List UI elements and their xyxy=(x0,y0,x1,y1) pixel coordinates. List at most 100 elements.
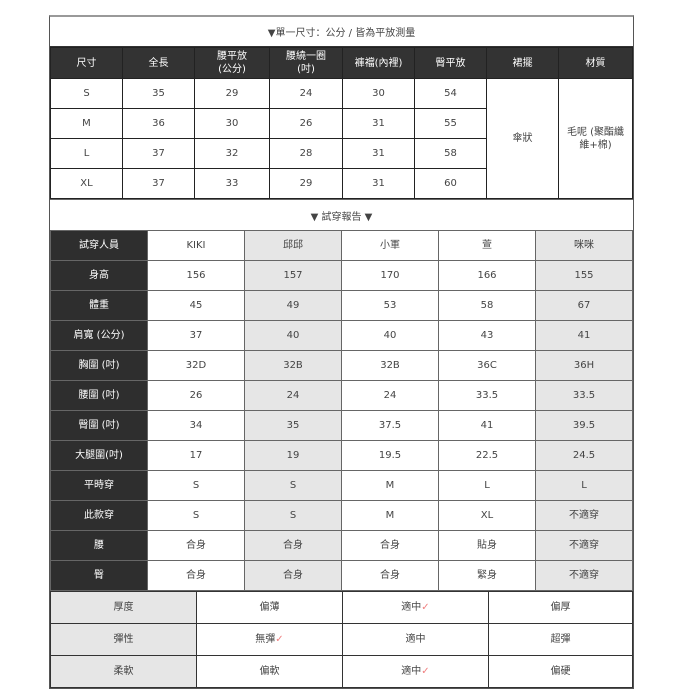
fabric-row: 厚度 偏薄 適中✓ 偏厚 xyxy=(50,591,633,624)
size-header-cell: 臀平放 xyxy=(414,47,487,79)
size-header-cell: 褲襠(內裡) xyxy=(342,47,415,79)
fitting-row: 大腿圍(吋) 17 19 19.5 22.5 24.5 xyxy=(50,440,633,471)
fitting-cell: 19.5 xyxy=(341,440,439,471)
fitting-row-label: 臀 xyxy=(50,560,148,591)
fitting-cell: 緊身 xyxy=(438,560,536,591)
size-header-cell: 裙擺 xyxy=(486,47,559,79)
fitting-cell: 24.5 xyxy=(535,440,633,471)
size-cell: M xyxy=(50,108,123,139)
hem-cell: 傘狀 xyxy=(486,78,559,199)
size-header-cell: 腰繞一圈 (吋) xyxy=(269,47,343,79)
fabric-option-text: 超彈 xyxy=(550,634,571,645)
fitting-cell: 37.5 xyxy=(341,410,439,441)
tester-name: 小軍 xyxy=(341,230,439,261)
fitting-cell: 33.5 xyxy=(438,380,536,411)
fitting-title: ▼ 試穿報告 ▼ xyxy=(50,199,633,230)
size-row: S 35 29 24 30 54 傘狀 毛呢 (聚酯纖維+棉) xyxy=(50,78,633,199)
check-icon: ✓ xyxy=(275,634,284,645)
fabric-option-text: 偏硬 xyxy=(550,666,571,677)
fabric-option-text: 偏厚 xyxy=(550,602,571,613)
fabric-option: 偏薄 xyxy=(196,591,343,624)
size-cell: 54 xyxy=(414,78,487,109)
fitting-row: 平時穿 S S M L L xyxy=(50,470,633,501)
fitting-cell: L xyxy=(438,470,536,501)
size-cell: 29 xyxy=(194,78,270,109)
fitting-cell: 36C xyxy=(438,350,536,381)
tester-name: 萱 xyxy=(438,230,536,261)
fitting-cell: M xyxy=(341,500,439,531)
fitting-cell: 157 xyxy=(244,260,342,291)
size-header-cell: 全長 xyxy=(122,47,195,79)
fitting-cell: 22.5 xyxy=(438,440,536,471)
size-header-cell: 尺寸 xyxy=(50,47,123,79)
fitting-cell: 32D xyxy=(147,350,245,381)
fabric-option-text: 偏薄 xyxy=(259,602,280,613)
size-cell: 33 xyxy=(194,168,270,199)
fitting-row: 腰合身 合身 合身 貼身 不適穿 xyxy=(50,530,633,561)
size-cell: 58 xyxy=(414,138,487,169)
fitting-cell: 39.5 xyxy=(535,410,633,441)
size-cell: 32 xyxy=(194,138,270,169)
fitting-cell: 合身 xyxy=(244,530,342,561)
size-table-title-text: ▼單一尺寸：公分 / 皆為平放測量 xyxy=(267,28,416,39)
size-cell: 26 xyxy=(269,108,343,139)
fabric-option-text: 無彈 xyxy=(255,634,276,645)
fitting-cell: 不適穿 xyxy=(535,500,633,531)
size-cell: 35 xyxy=(122,78,195,109)
size-cell: 28 xyxy=(269,138,343,169)
fitting-cell: 合身 xyxy=(244,560,342,591)
material-cell: 毛呢 (聚酯纖維+棉) xyxy=(558,78,633,199)
fabric-option: 超彈 xyxy=(488,623,633,656)
fitting-row: 體重 45 49 53 58 67 xyxy=(50,290,633,321)
fitting-cell: S xyxy=(244,470,342,501)
fitting-row-label: 腰 xyxy=(50,530,148,561)
size-cell: 60 xyxy=(414,168,487,199)
fitting-row-label: 此款穿 xyxy=(50,500,148,531)
fitting-cell: 合身 xyxy=(147,560,245,591)
fabric-option: 適中 xyxy=(342,623,489,656)
size-cell: S xyxy=(50,78,123,109)
fitting-cell: 不適穿 xyxy=(535,530,633,561)
size-cell: 36 xyxy=(122,108,195,139)
fitting-cell: 24 xyxy=(341,380,439,411)
size-cell: 31 xyxy=(342,108,415,139)
fitting-title-text: ▼ 試穿報告 ▼ xyxy=(310,211,373,223)
fitting-cell: 32B xyxy=(341,350,439,381)
size-chart: ▼單一尺寸：公分 / 皆為平放測量 尺寸 全長 腰平放 (公分) 腰繞一圈 (吋) 褲襠… xyxy=(49,15,634,689)
fitting-cell: 40 xyxy=(244,320,342,351)
fabric-option-text: 適中 xyxy=(401,602,422,613)
fitting-cell: 155 xyxy=(535,260,633,291)
fitting-cell: 156 xyxy=(147,260,245,291)
fitting-cell: 36H xyxy=(535,350,633,381)
size-cell: 30 xyxy=(194,108,270,139)
fitting-cell: 17 xyxy=(147,440,245,471)
fabric-label: 厚度 xyxy=(50,591,197,624)
fitting-cell: 166 xyxy=(438,260,536,291)
tester-name: 咪咪 xyxy=(535,230,633,261)
size-table: 尺寸 全長 腰平放 (公分) 腰繞一圈 (吋) 褲襠(內裡) 臀平放 裙擺 材質 S 35 29 2… xyxy=(50,47,633,199)
size-cell: 55 xyxy=(414,108,487,139)
fitting-cell: XL xyxy=(438,500,536,531)
size-cell: 37 xyxy=(122,168,195,199)
size-cell: 31 xyxy=(342,138,415,169)
fitting-cell: 43 xyxy=(438,320,536,351)
fitting-row-label: 平時穿 xyxy=(50,470,148,501)
fitting-cell: 53 xyxy=(341,290,439,321)
tester-name: 邱邱 xyxy=(244,230,342,261)
fitting-row: 臀圍 (吋) 34 35 37.5 41 39.5 xyxy=(50,410,633,441)
size-header-cell: 材質 xyxy=(558,47,633,79)
check-icon: ✓ xyxy=(421,602,430,613)
fitting-cell: 貼身 xyxy=(438,530,536,561)
fitting-cell: 24 xyxy=(244,380,342,411)
fabric-row: 柔軟 偏軟 適中✓ 偏硬 xyxy=(50,655,633,688)
fitting-row: 肩寬 (公分) 37 40 40 43 41 xyxy=(50,320,633,351)
check-icon: ✓ xyxy=(421,666,430,677)
fabric-option: 偏硬 xyxy=(488,655,633,688)
fabric-option: 適中✓ xyxy=(342,655,489,688)
fitting-cell: 170 xyxy=(341,260,439,291)
fitting-cell: M xyxy=(341,470,439,501)
fitting-row-label: 大腿圍(吋) xyxy=(50,440,148,471)
fitting-row: 胸圍 (吋) 32D 32B 32B 36C 36H xyxy=(50,350,633,381)
fitting-row-label: 腰圍 (吋) xyxy=(50,380,148,411)
fitting-row: 臀合身 合身 合身 緊身 不適穿 xyxy=(50,560,633,591)
